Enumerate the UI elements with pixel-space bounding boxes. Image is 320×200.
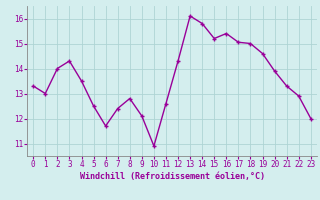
X-axis label: Windchill (Refroidissement éolien,°C): Windchill (Refroidissement éolien,°C) — [79, 172, 265, 181]
